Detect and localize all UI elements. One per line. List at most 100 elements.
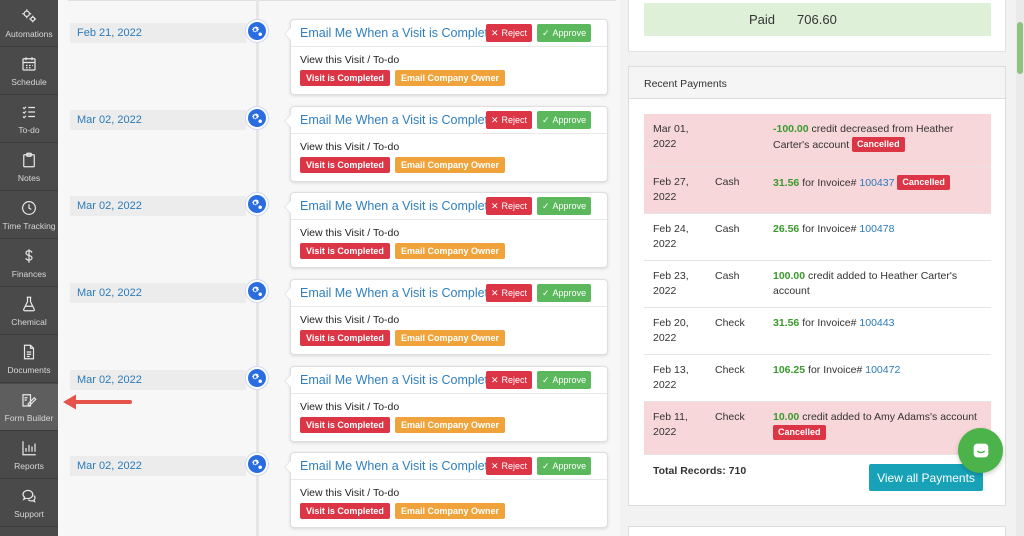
sidebar-item-support[interactable]: Support: [0, 480, 58, 527]
approve-button[interactable]: ✓ Approve: [537, 197, 592, 215]
timeline-line: [256, 0, 259, 536]
sidebar-item-automations[interactable]: Automations: [0, 0, 58, 47]
sidebar-item-label: Support: [14, 509, 44, 519]
approve-button[interactable]: ✓ Approve: [537, 111, 592, 129]
card-header: Email Me When a Visit is Complete ✕ Reject…: [291, 367, 607, 394]
payment-text: credit decreased from Heather Carter's a…: [773, 123, 954, 151]
entry-date: Feb 21, 2022: [70, 23, 246, 43]
entry-date: Mar 02, 2022: [70, 196, 246, 216]
next-panel: [628, 526, 1006, 536]
card-header: Email Me When a Visit is Complete ✕ Reject…: [291, 193, 607, 220]
reject-label: Reject: [501, 375, 528, 385]
approve-label: Approve: [552, 375, 587, 385]
timeline-entry: Mar 02, 2022 Email Me When a Visit is Com…: [58, 192, 618, 268]
payment-text: credit added to Heather Carter's account: [773, 270, 958, 297]
scrollbar[interactable]: [1016, 0, 1024, 536]
approve-button[interactable]: ✓ Approve: [537, 457, 592, 475]
reject-button[interactable]: ✕ Reject: [486, 284, 533, 302]
payment-description: 10.00 credit added to Amy Adams's accoun…: [773, 410, 983, 441]
payment-row: Feb 13, 2022 Check 106.25 for Invoice# 100…: [644, 355, 991, 402]
automation-title[interactable]: Email Me When a Visit is Complete: [300, 26, 495, 40]
approve-button[interactable]: ✓ Approve: [537, 284, 592, 302]
payment-amount: -100.00: [773, 123, 809, 135]
payment-text: for Invoice#: [799, 177, 860, 189]
sidebar-item-label: Form Builder: [4, 413, 54, 423]
sidebar-item-chemical[interactable]: Chemical: [0, 288, 58, 335]
paid-label: Paid: [749, 12, 776, 27]
checklist-icon: [22, 106, 35, 119]
reject-button[interactable]: ✕ Reject: [486, 111, 533, 129]
gears-icon: [22, 9, 37, 23]
trigger-tag: Visit is Completed: [300, 157, 390, 173]
automation-title[interactable]: Email Me When a Visit is Complete: [300, 373, 495, 387]
reject-button[interactable]: ✕ Reject: [486, 457, 533, 475]
automation-title[interactable]: Email Me When a Visit is Complete: [300, 286, 495, 300]
check-icon: ✓: [542, 114, 550, 125]
payment-method: Check: [715, 411, 745, 423]
automation-card: Email Me When a Visit is Complete ✕ Reject…: [284, 366, 608, 442]
automation-title[interactable]: Email Me When a Visit is Complete: [300, 199, 495, 213]
view-visit-link[interactable]: View this Visit / To-do: [300, 401, 400, 413]
sidebar-item-time-tracking[interactable]: Time Tracking: [0, 192, 58, 239]
action-tag: Email Company Owner: [395, 330, 506, 346]
approve-button[interactable]: ✓ Approve: [537, 24, 592, 42]
sidebar-item-finances[interactable]: Finances: [0, 240, 58, 287]
invoice-link[interactable]: 100443: [859, 317, 895, 329]
payment-method: Cash: [715, 223, 740, 235]
close-icon: ✕: [491, 27, 499, 38]
payment-amount: 106.25: [773, 364, 806, 376]
trigger-tag: Visit is Completed: [300, 70, 390, 86]
view-visit-link[interactable]: View this Visit / To-do: [300, 54, 400, 66]
reject-button[interactable]: ✕ Reject: [486, 197, 533, 215]
reject-button[interactable]: ✕ Reject: [486, 24, 533, 42]
sidebar-item-form-builder[interactable]: Form Builder: [0, 384, 58, 431]
invoice-link[interactable]: 100472: [865, 364, 901, 376]
sidebar-item-label: Schedule: [11, 77, 47, 87]
view-visit-link[interactable]: View this Visit / To-do: [300, 227, 400, 239]
close-icon: ✕: [491, 114, 499, 125]
payment-amount: 31.56: [773, 317, 800, 329]
payment-description: -100.00 credit decreased from Heather Ca…: [773, 122, 983, 153]
approve-button[interactable]: ✓ Approve: [537, 371, 592, 389]
invoice-link[interactable]: 100478: [859, 223, 895, 235]
sidebar-item-label: Notes: [17, 173, 41, 183]
payment-date: Feb 23, 2022: [653, 270, 689, 297]
payment-text: for Invoice#: [805, 364, 866, 376]
payment-method: Cash: [715, 270, 740, 282]
sidebar-item-label: Time Tracking: [2, 221, 56, 231]
payment-text: for Invoice#: [799, 223, 860, 235]
automation-title[interactable]: Email Me When a Visit is Complete: [300, 113, 495, 127]
approve-label: Approve: [552, 115, 587, 125]
view-visit-link[interactable]: View this Visit / To-do: [300, 141, 400, 153]
payment-row: Feb 27, 2022 Cash 31.56 for Invoice# 10043…: [644, 167, 991, 214]
sidebar-item-notes[interactable]: Notes: [0, 144, 58, 191]
payment-description: 100.00 credit added to Heather Carter's …: [773, 269, 983, 299]
automation-timeline: Feb 21, 2022 Email Me When a Visit is Com…: [58, 0, 620, 536]
divider: [68, 0, 616, 1]
invoice-link[interactable]: 100437: [859, 177, 895, 189]
trigger-tag: Visit is Completed: [300, 330, 390, 346]
dollar-icon: [25, 249, 33, 263]
view-visit-link[interactable]: View this Visit / To-do: [300, 314, 400, 326]
gears-badge-icon: [246, 453, 268, 475]
payment-date: Feb 13, 2022: [653, 364, 689, 391]
scrollbar-thumb[interactable]: [1017, 22, 1023, 74]
payment-row: Feb 20, 2022 Check 31.56 for Invoice# 1004…: [644, 308, 991, 355]
chat-widget-button[interactable]: [958, 428, 1003, 473]
sidebar-item-label: Chemical: [11, 317, 47, 327]
sidebar-item-schedule[interactable]: Schedule: [0, 48, 58, 95]
reject-label: Reject: [501, 288, 528, 298]
automation-card: Email Me When a Visit is Complete ✕ Reject…: [284, 19, 608, 95]
sidebar-item-reports[interactable]: Reports: [0, 432, 58, 479]
reject-button[interactable]: ✕ Reject: [486, 371, 533, 389]
sidebar-item-todo[interactable]: To-do: [0, 96, 58, 143]
payment-method: Cash: [715, 176, 740, 188]
view-all-payments-button[interactable]: View all Payments: [869, 464, 983, 491]
sidebar-item-documents[interactable]: Documents: [0, 336, 58, 383]
action-tag: Email Company Owner: [395, 503, 506, 519]
view-visit-link[interactable]: View this Visit / To-do: [300, 487, 400, 499]
entry-date: Mar 02, 2022: [70, 283, 246, 303]
cancelled-badge: Cancelled: [773, 425, 826, 440]
automation-title[interactable]: Email Me When a Visit is Complete: [300, 459, 495, 473]
payment-row: Feb 24, 2022 Cash 26.56 for Invoice# 10047…: [644, 214, 991, 261]
